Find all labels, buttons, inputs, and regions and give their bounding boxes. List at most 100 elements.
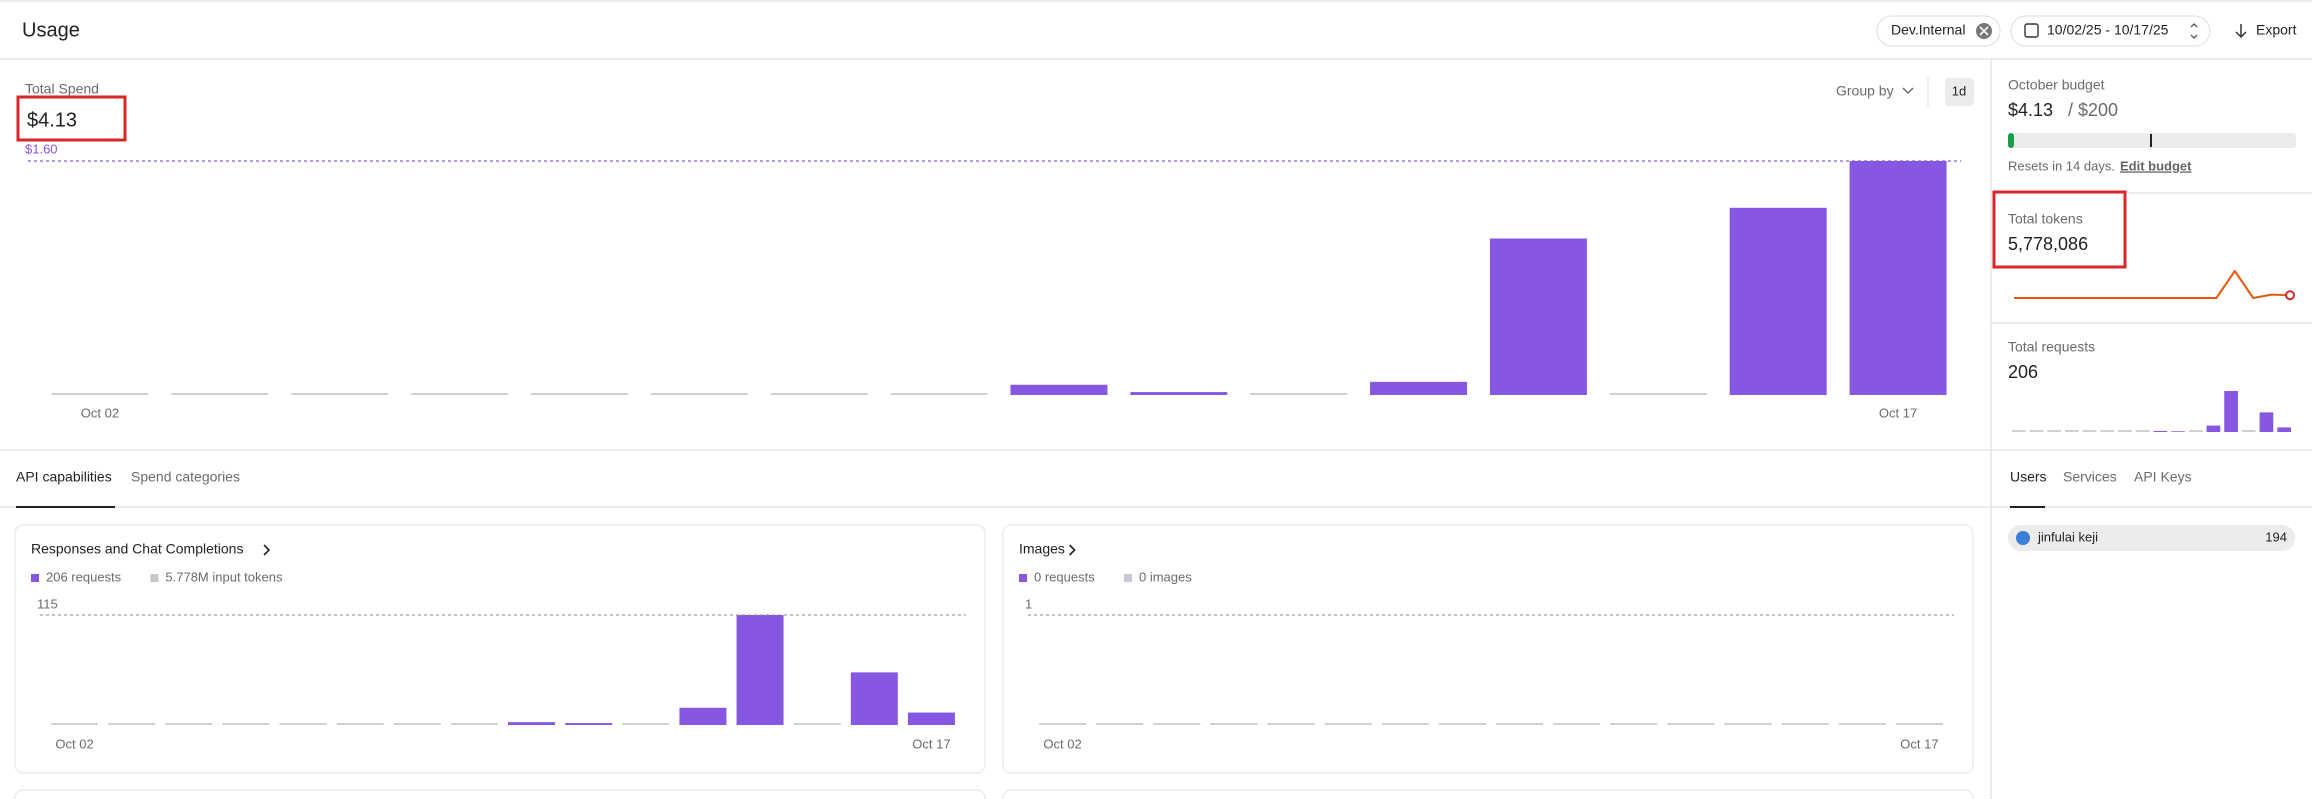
request-bar [2188,430,2203,432]
bar [650,393,748,395]
request-bar [2224,391,2238,432]
edit-budget-link[interactable]: Edit budget [2120,158,2192,173]
legend-label: 0 requests [1034,569,1095,584]
date-caret [2190,23,2198,39]
bar [770,393,868,395]
chevron [1069,544,1076,556]
date-picker[interactable] [2010,15,2211,47]
request-bar [2012,430,2026,432]
filter-label: Dev.Internal [1891,22,1965,38]
bar [679,707,727,725]
side-tab[interactable]: API Keys [2134,469,2192,485]
bar [171,393,269,395]
date-range: 10/02/25 - 10/17/25 [2047,22,2169,38]
bar [450,723,498,725]
group-by-caret [1902,87,1914,94]
group-by[interactable]: Group by [1836,83,1894,99]
card-title: Responses and Chat Completions [31,541,243,557]
request-bar [2118,430,2132,432]
legend-swatch [31,574,39,582]
bar [1153,723,1201,725]
legend-label: 5.778M input tokens [165,569,283,584]
side-tab[interactable]: Users [2010,469,2047,485]
request-bar [2259,412,2274,432]
request-bar [2241,430,2256,432]
bar [508,722,556,725]
x-tick-label: Oct 17 [1900,736,1938,751]
legend-swatch [1019,574,1027,582]
budget-label: October budget [2008,77,2105,93]
request-bar [2171,431,2185,432]
x-tick-label: Oct 02 [1043,736,1081,751]
budget-spent: $4.13 [2008,100,2053,120]
bar [1781,723,1829,725]
interval-button[interactable] [1945,78,1974,106]
page-title: Usage [22,19,80,41]
bar [565,723,613,725]
bar [1729,207,1827,395]
requests-label: Total requests [2008,339,2095,355]
request-bar [2100,430,2115,432]
bar [907,712,955,725]
bar [393,723,441,725]
tab[interactable]: API capabilities [16,469,112,485]
bar [1324,723,1372,725]
bar [222,723,270,725]
bar [1849,161,1947,395]
bar [51,723,99,725]
spend-total: $4.13 [27,109,77,131]
bar [1438,723,1486,725]
request-bar [2029,430,2044,432]
budget-limit: / $200 [2068,100,2118,120]
request-bar [2135,430,2150,432]
bar [1667,723,1715,725]
x-tick-label: Oct 17 [912,736,950,751]
tokens-total: 5,778,086 [2008,234,2088,254]
bar [1496,723,1544,725]
x-tick-label: Oct 02 [55,736,93,751]
export-icon[interactable] [2235,24,2247,39]
bar [1895,723,1943,725]
user-name: jinfulai keji [2037,529,2098,544]
legend-label: 206 requests [46,569,122,584]
request-bar [2277,427,2291,432]
bar [890,393,988,395]
bar [165,723,213,725]
card [1002,524,1974,774]
highlight-box [1992,190,2127,269]
export-button[interactable]: Export [2256,22,2297,38]
y-tick-label: 115 [37,596,58,611]
side-tab[interactable]: Services [2063,469,2117,485]
legend-label: 0 images [1139,569,1192,584]
budget-note: Resets in 14 days. [2008,158,2115,173]
bar [51,393,149,395]
user-row[interactable] [2008,525,2295,551]
bar [108,723,156,725]
bar [850,672,898,725]
bar [1370,381,1468,395]
bar [1381,723,1429,725]
bar [279,723,327,725]
bar [1210,723,1258,725]
bar [1553,723,1601,725]
bar [793,723,841,725]
tokens-label: Total tokens [2008,211,2083,227]
y-tick-label: 1 [1025,596,1032,611]
bar [1724,723,1772,725]
bar [1250,393,1348,395]
filter-pill[interactable] [1876,15,2001,47]
tab[interactable]: Spend categories [131,469,240,485]
x-tick-label: Oct 02 [81,405,119,420]
bar [736,615,784,725]
tokens-sparkline [2014,270,2291,299]
request-bar [2047,430,2062,432]
user-avatar [2016,531,2030,545]
request-bar [2206,425,2221,432]
interval-label: 1d [1952,83,1966,98]
budget-fill [2008,133,2014,148]
user-value: 194 [2265,529,2287,544]
card [14,524,986,774]
card [1002,789,1974,799]
legend-swatch [150,574,159,582]
